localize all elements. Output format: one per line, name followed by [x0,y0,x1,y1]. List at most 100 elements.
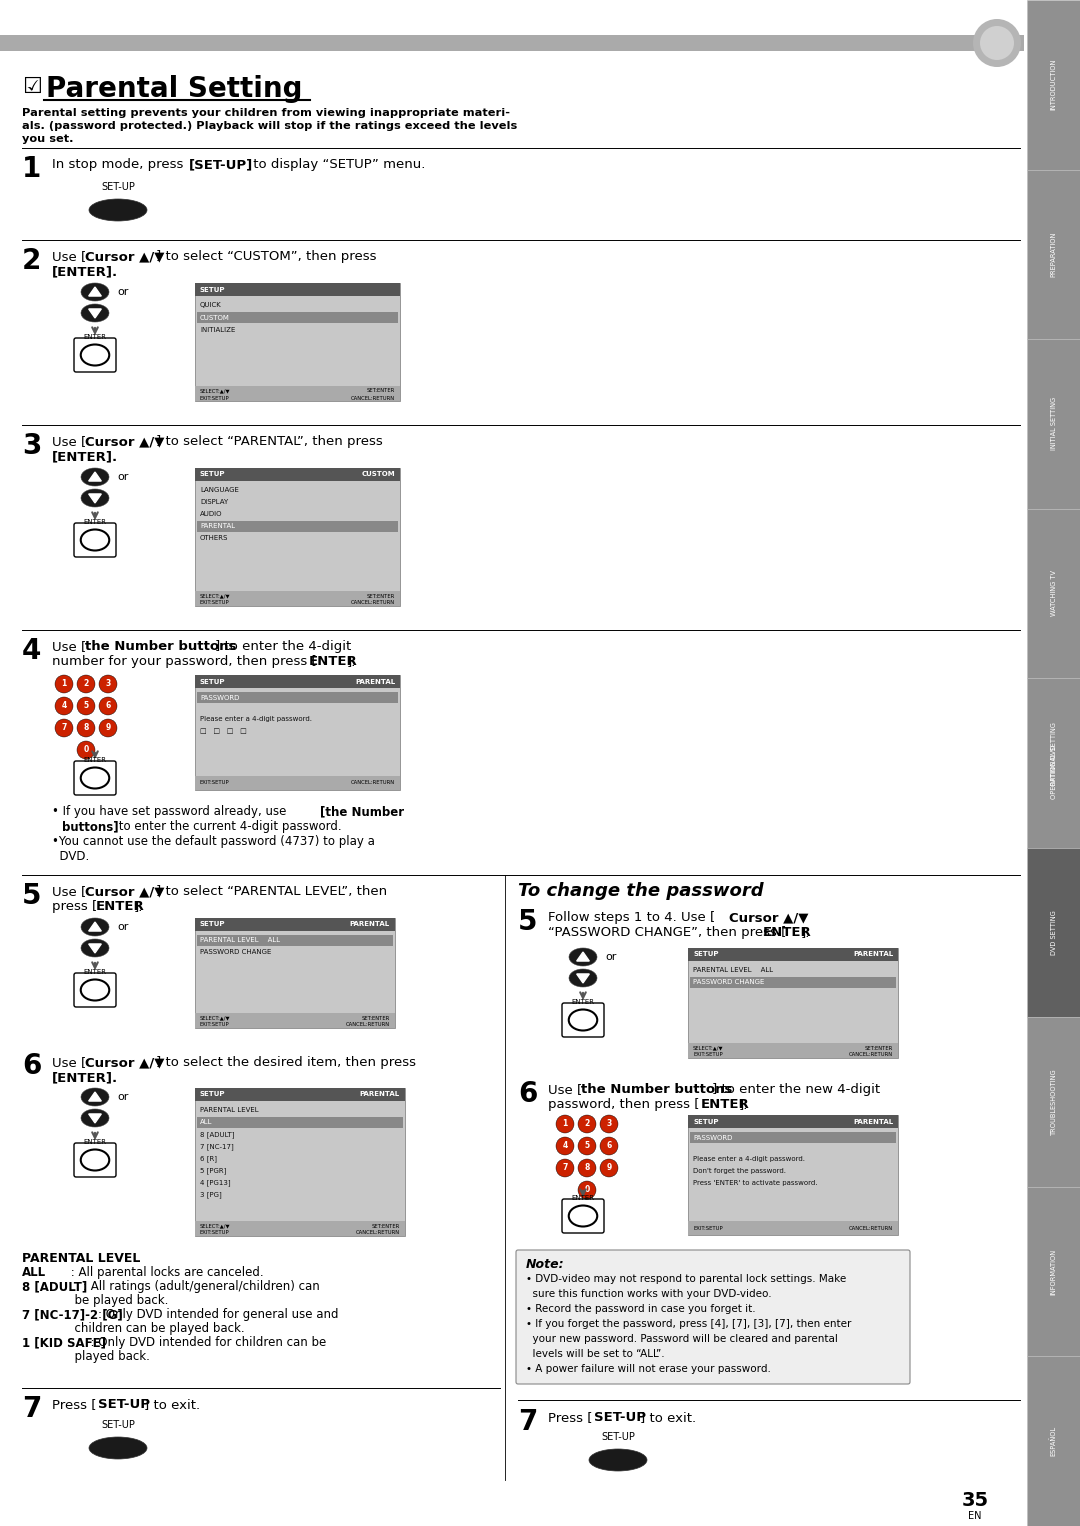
FancyBboxPatch shape [75,761,116,795]
Text: CUSTOM: CUSTOM [362,472,395,478]
Text: PASSWORD CHANGE: PASSWORD CHANGE [200,949,271,955]
Text: ] to select the desired item, then press: ] to select the desired item, then press [156,1056,416,1070]
Text: PARENTAL LEVEL    ALL: PARENTAL LEVEL ALL [200,937,280,943]
Text: SELECT:▲/▼: SELECT:▲/▼ [200,1015,230,1021]
Text: ] to exit.: ] to exit. [144,1398,200,1412]
Text: 3 [PG]: 3 [PG] [200,1192,221,1198]
Bar [195,468,400,606]
Text: DVD SETTING: DVD SETTING [1051,909,1056,955]
Text: 6: 6 [106,702,110,711]
Text: 6: 6 [518,1080,538,1108]
Circle shape [55,719,73,737]
Text: Press 'ENTER' to activate password.: Press 'ENTER' to activate password. [693,1181,818,1187]
FancyBboxPatch shape [516,1250,910,1384]
Text: 4: 4 [62,702,67,711]
Ellipse shape [81,468,109,485]
Text: : Only DVD intended for children can be: : Only DVD intended for children can be [83,1335,326,1349]
Text: SET-UP: SET-UP [102,182,135,192]
Text: 1: 1 [563,1120,568,1129]
Bar [0,35,1024,50]
Text: EN: EN [969,1511,982,1521]
Text: EXIT:SETUP: EXIT:SETUP [693,1053,723,1058]
Bar [195,1221,405,1236]
Circle shape [99,719,117,737]
Bar [195,591,400,606]
Circle shape [980,26,1014,60]
Circle shape [99,674,117,693]
Bar [195,1088,405,1100]
Text: In stop mode, press: In stop mode, press [52,159,188,171]
Text: to display “SETUP” menu.: to display “SETUP” menu. [249,159,426,171]
Text: 5: 5 [584,1141,590,1151]
Text: 35: 35 [961,1491,988,1509]
Text: Use [: Use [ [52,639,86,653]
Bar [688,948,897,961]
Text: PARENTAL LEVEL: PARENTAL LEVEL [22,1251,140,1265]
Circle shape [600,1137,618,1155]
Text: TROUBLESHOOTING: TROUBLESHOOTING [1051,1068,1056,1135]
Text: to enter the current 4-digit password.: to enter the current 4-digit password. [114,819,341,833]
Text: CANCEL:RETURN: CANCEL:RETURN [351,395,395,400]
Text: SET-UP: SET-UP [594,1412,646,1424]
Bar [195,1088,405,1236]
Text: 5: 5 [22,882,41,909]
Text: ESPAÑOL: ESPAÑOL [1050,1427,1057,1456]
Text: ] to select “PARENTAL”, then press: ] to select “PARENTAL”, then press [156,435,382,449]
Text: ENTER: ENTER [83,969,107,975]
Text: INFORMATION: INFORMATION [1051,1248,1056,1294]
Text: ] to select “CUSTOM”, then press: ] to select “CUSTOM”, then press [156,250,377,262]
Ellipse shape [569,969,597,987]
Text: 4: 4 [563,1141,568,1151]
Text: INITIALIZE: INITIALIZE [200,327,235,333]
Bar [688,1042,897,1058]
Text: ].: ]. [801,926,810,938]
Bar [195,674,400,790]
Text: QUICK: QUICK [200,302,221,308]
Text: SET:ENTER: SET:ENTER [865,1045,893,1050]
Circle shape [77,697,95,716]
Text: you set.: you set. [22,134,73,143]
Bar [197,311,399,324]
Text: : All ratings (adult/general/children) can: : All ratings (adult/general/children) c… [68,1280,320,1293]
FancyBboxPatch shape [562,1003,604,1038]
Circle shape [578,1116,596,1132]
Text: 0: 0 [584,1186,590,1195]
Text: Press [: Press [ [52,1398,96,1412]
Text: 8 [ADULT]: 8 [ADULT] [22,1280,87,1293]
Text: 8: 8 [83,723,89,732]
Bar [688,1116,897,1235]
Text: Use [: Use [ [548,1083,582,1096]
Circle shape [973,18,1021,67]
Text: PARENTAL: PARENTAL [360,1091,400,1097]
Text: 4 [PG13]: 4 [PG13] [200,1180,231,1186]
FancyBboxPatch shape [75,974,116,1007]
Text: PARENTAL LEVEL: PARENTAL LEVEL [200,1108,258,1114]
Text: ENTER: ENTER [309,655,357,668]
Text: Don't forget the password.: Don't forget the password. [693,1169,786,1175]
Text: Cursor ▲/▼: Cursor ▲/▼ [85,250,164,262]
Bar [197,520,399,533]
Bar [1027,169,1080,339]
Text: or: or [117,922,129,932]
Circle shape [600,1160,618,1177]
Text: SETUP: SETUP [200,472,226,478]
Text: 1: 1 [22,156,41,183]
Text: INITIAL SETTING: INITIAL SETTING [1051,397,1056,450]
Text: or: or [117,287,129,298]
Text: 3: 3 [606,1120,611,1129]
Polygon shape [89,1093,102,1102]
Text: Cursor ▲/▼: Cursor ▲/▼ [85,1056,164,1070]
Circle shape [77,674,95,693]
Text: AUDIO: AUDIO [200,511,222,517]
Text: 2: 2 [584,1120,590,1129]
Text: or: or [117,472,129,482]
Bar [688,1116,897,1128]
Text: EXIT:SETUP: EXIT:SETUP [200,601,230,606]
Text: OPTIONAL SETTING: OPTIONAL SETTING [1051,722,1056,786]
Polygon shape [89,922,102,931]
Text: EXIT:SETUP: EXIT:SETUP [200,1022,230,1027]
Text: ENTER: ENTER [83,757,107,763]
Circle shape [55,697,73,716]
Ellipse shape [81,919,109,935]
Bar [195,919,395,931]
